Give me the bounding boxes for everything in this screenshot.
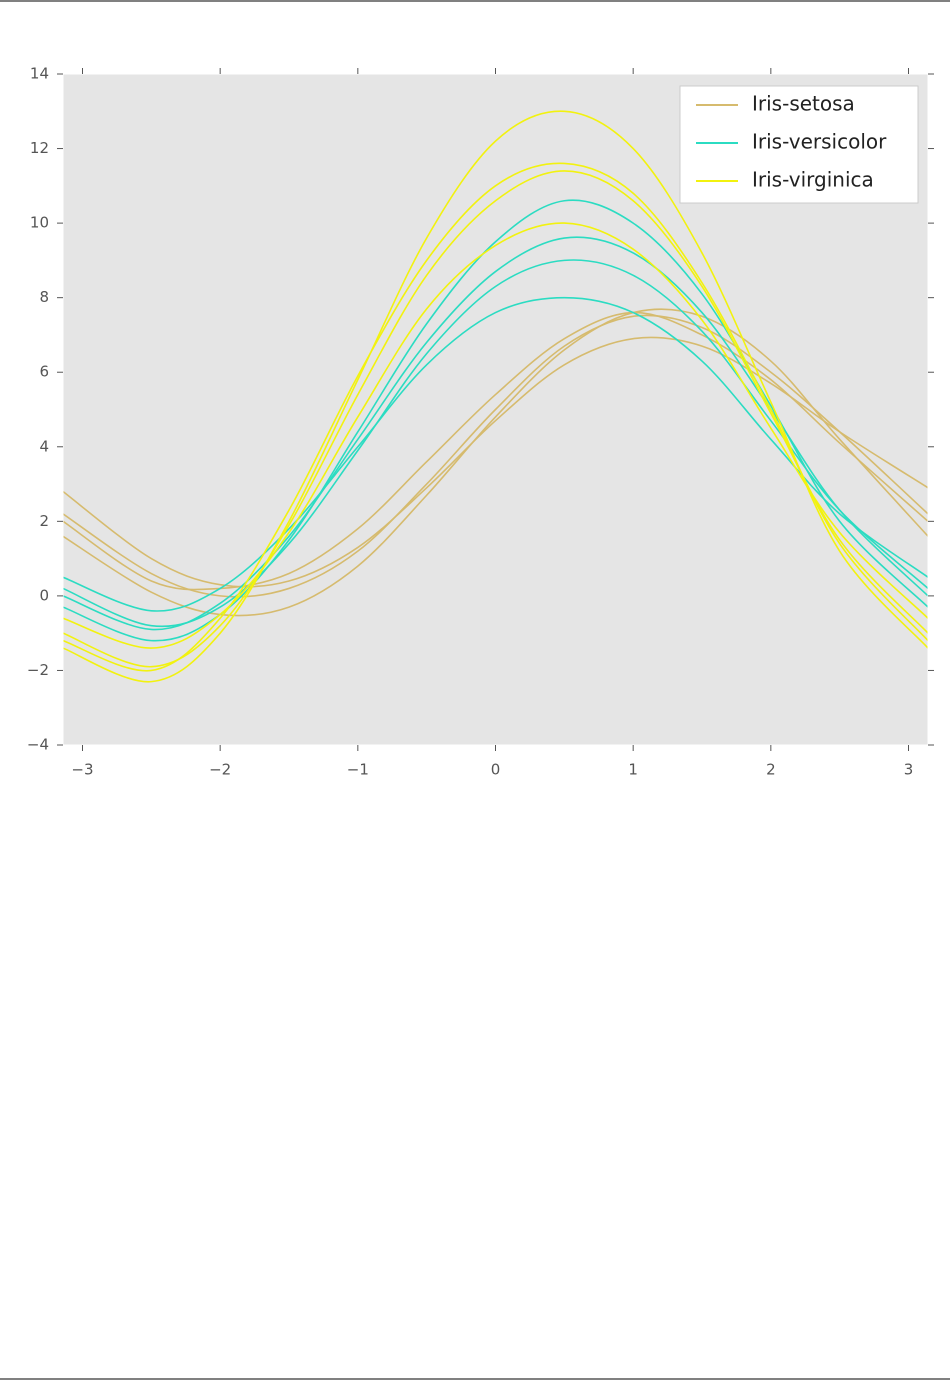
legend-label: Iris-setosa xyxy=(752,92,855,116)
y-tick-label: 6 xyxy=(39,363,49,381)
andrews-curve xyxy=(63,259,928,628)
x-tick-label: 2 xyxy=(766,761,776,779)
andrews-curve xyxy=(63,296,928,612)
andrews-curve xyxy=(63,162,928,672)
legend-label: Iris-virginica xyxy=(752,168,874,192)
y-tick-label: 8 xyxy=(39,288,49,306)
y-tick-label: 0 xyxy=(39,586,49,604)
andrews-curve xyxy=(63,110,928,683)
y-tick-label: 4 xyxy=(39,437,49,455)
andrews-curve xyxy=(63,336,928,588)
y-tick-label: 10 xyxy=(30,214,49,232)
x-tick-label: −1 xyxy=(347,761,369,779)
y-tick-label: 14 xyxy=(30,65,49,83)
andrews-curve xyxy=(63,314,928,598)
x-tick-label: 1 xyxy=(628,761,638,779)
x-tick-label: −3 xyxy=(71,761,93,779)
y-tick-label: 2 xyxy=(39,512,49,530)
y-tick-label: −4 xyxy=(27,736,49,754)
x-tick-label: −2 xyxy=(209,761,231,779)
x-tick-label: 3 xyxy=(904,761,914,779)
curves xyxy=(63,110,928,683)
legend-label: Iris-versicolor xyxy=(752,130,887,154)
y-tick-label: −2 xyxy=(27,661,49,679)
andrews-curve xyxy=(63,170,928,668)
y-tick-label: 12 xyxy=(30,139,49,157)
x-tick-label: 0 xyxy=(491,761,501,779)
